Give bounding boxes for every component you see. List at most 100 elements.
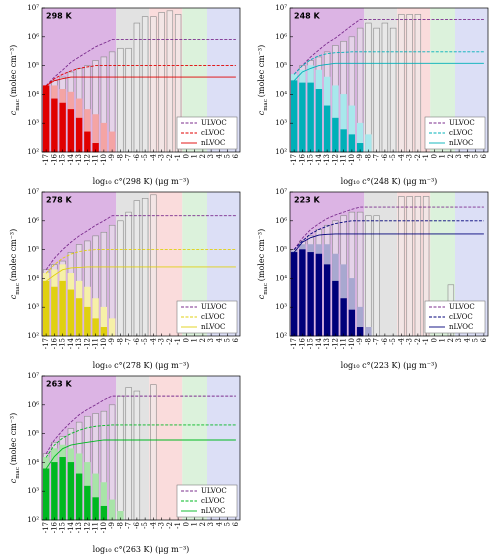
bar xyxy=(117,47,124,153)
chart-title: 248 K xyxy=(294,12,320,21)
bar xyxy=(414,14,422,153)
legend-box xyxy=(176,116,238,150)
x-tick-label: -12 xyxy=(83,338,91,349)
chart-title: 263 K xyxy=(46,380,72,389)
legend-label: cLVOC xyxy=(449,129,473,137)
bar xyxy=(150,16,157,153)
bar xyxy=(42,280,50,337)
y-tick-label: 10⁴ xyxy=(27,458,39,466)
x-tick-label: -4 xyxy=(397,153,405,160)
bar xyxy=(67,462,75,521)
x-tick-label: -3 xyxy=(158,338,166,345)
bar xyxy=(340,298,347,337)
y-axis-unit: (molec cm⁻³) xyxy=(257,229,266,281)
bar xyxy=(332,117,339,153)
x-axis-label: log₁₀ c°(298 K) (μg m⁻³) xyxy=(93,177,190,186)
bar xyxy=(75,298,83,337)
x-tick-label: -1 xyxy=(174,338,182,345)
x-tick-label: -4 xyxy=(149,521,157,528)
plot-frame xyxy=(41,375,241,521)
x-tick-label: 0 xyxy=(430,154,438,158)
legend-label: ULVOC xyxy=(201,487,227,495)
x-tick-label: 1 xyxy=(439,338,447,342)
x-tick-label: -14 xyxy=(315,337,323,349)
x-tick-label: -9 xyxy=(356,154,364,161)
x-tick-label: -2 xyxy=(166,338,174,345)
bar xyxy=(108,131,116,153)
x-tick-label: 3 xyxy=(207,154,215,158)
bar xyxy=(414,196,422,337)
bar xyxy=(59,102,66,153)
x-tick-label: -7 xyxy=(373,154,381,161)
x-tick-label: -12 xyxy=(331,338,339,349)
x-tick-label: -3 xyxy=(158,154,166,161)
y-tick-label: 10⁶ xyxy=(275,33,287,41)
x-tick-label: -2 xyxy=(166,522,174,529)
bar xyxy=(108,318,116,337)
legend-label: nLVOC xyxy=(201,507,225,515)
y-tick-label: 10⁴ xyxy=(27,90,39,98)
legend-label: ULVOC xyxy=(201,119,227,127)
x-tick-label: 5 xyxy=(224,522,232,526)
y-axis-subscript: mac xyxy=(15,283,21,295)
x-tick-label: 4 xyxy=(463,337,471,342)
bar xyxy=(133,22,141,153)
x-tick-label: 2 xyxy=(199,154,207,158)
x-tick-label: -3 xyxy=(158,522,166,529)
plot-frame xyxy=(289,7,489,153)
y-axis-subscript: mac xyxy=(15,99,21,111)
x-tick-label: -15 xyxy=(307,338,315,349)
x-tick-label: -5 xyxy=(141,522,149,529)
x-tick-label: 2 xyxy=(199,338,207,342)
y-tick-label: 10² xyxy=(275,332,287,340)
bar xyxy=(365,22,372,153)
x-tick-label: -10 xyxy=(348,154,356,165)
x-tick-label: -14 xyxy=(67,521,75,533)
x-axis-label: log₁₀ c°(263 K) (μg m⁻³) xyxy=(93,545,190,554)
x-tick-label: -16 xyxy=(50,337,58,349)
x-tick-label: -17 xyxy=(42,338,50,349)
y-tick-label: 10⁵ xyxy=(275,62,287,70)
x-tick-label: -2 xyxy=(166,154,174,161)
bar xyxy=(125,47,132,153)
x-tick-label: -17 xyxy=(42,154,50,165)
bar xyxy=(166,10,174,153)
x-tick-label: -1 xyxy=(174,154,182,161)
y-axis-label: cmac (molec cm⁻³) xyxy=(257,45,269,116)
x-tick-label: -17 xyxy=(290,154,298,165)
x-tick-label: -9 xyxy=(108,338,116,345)
x-tick-label: -15 xyxy=(59,338,67,349)
y-axis-label: cmac (molec cm⁻³) xyxy=(257,229,269,300)
x-tick-label: -15 xyxy=(307,154,315,165)
x-tick-label: -7 xyxy=(125,522,133,529)
x-tick-label: 3 xyxy=(455,154,463,158)
series-line xyxy=(45,76,236,87)
y-tick-label: 10⁶ xyxy=(27,33,39,41)
series-line xyxy=(293,206,484,250)
x-tick-label: 5 xyxy=(224,154,232,158)
x-tick-label: -1 xyxy=(422,338,430,345)
bar xyxy=(125,211,132,337)
x-tick-label: 6 xyxy=(232,153,240,158)
bar xyxy=(42,468,50,521)
legend: ULVOC cLVOC nLVOC xyxy=(176,300,238,334)
y-axis-symbol: c xyxy=(9,478,18,483)
x-tick-label: -3 xyxy=(406,338,414,345)
x-tick-label: 2 xyxy=(447,154,455,158)
y-axis-label: cmac (molec cm⁻³) xyxy=(9,229,21,300)
series-line xyxy=(293,220,484,250)
legend-label: ULVOC xyxy=(449,119,475,127)
x-tick-label: -17 xyxy=(42,522,50,533)
y-axis-subscript: mac xyxy=(263,283,269,295)
chart-title: 278 K xyxy=(46,196,72,205)
x-tick-label: -7 xyxy=(125,154,133,161)
x-tick-label: -1 xyxy=(422,154,430,161)
bar xyxy=(365,134,372,153)
bar xyxy=(42,85,50,153)
bar xyxy=(290,80,298,153)
legend-label: nLVOC xyxy=(201,139,225,147)
y-tick-label: 10³ xyxy=(275,119,287,127)
y-axis-label: cmac (molec cm⁻³) xyxy=(9,413,21,484)
